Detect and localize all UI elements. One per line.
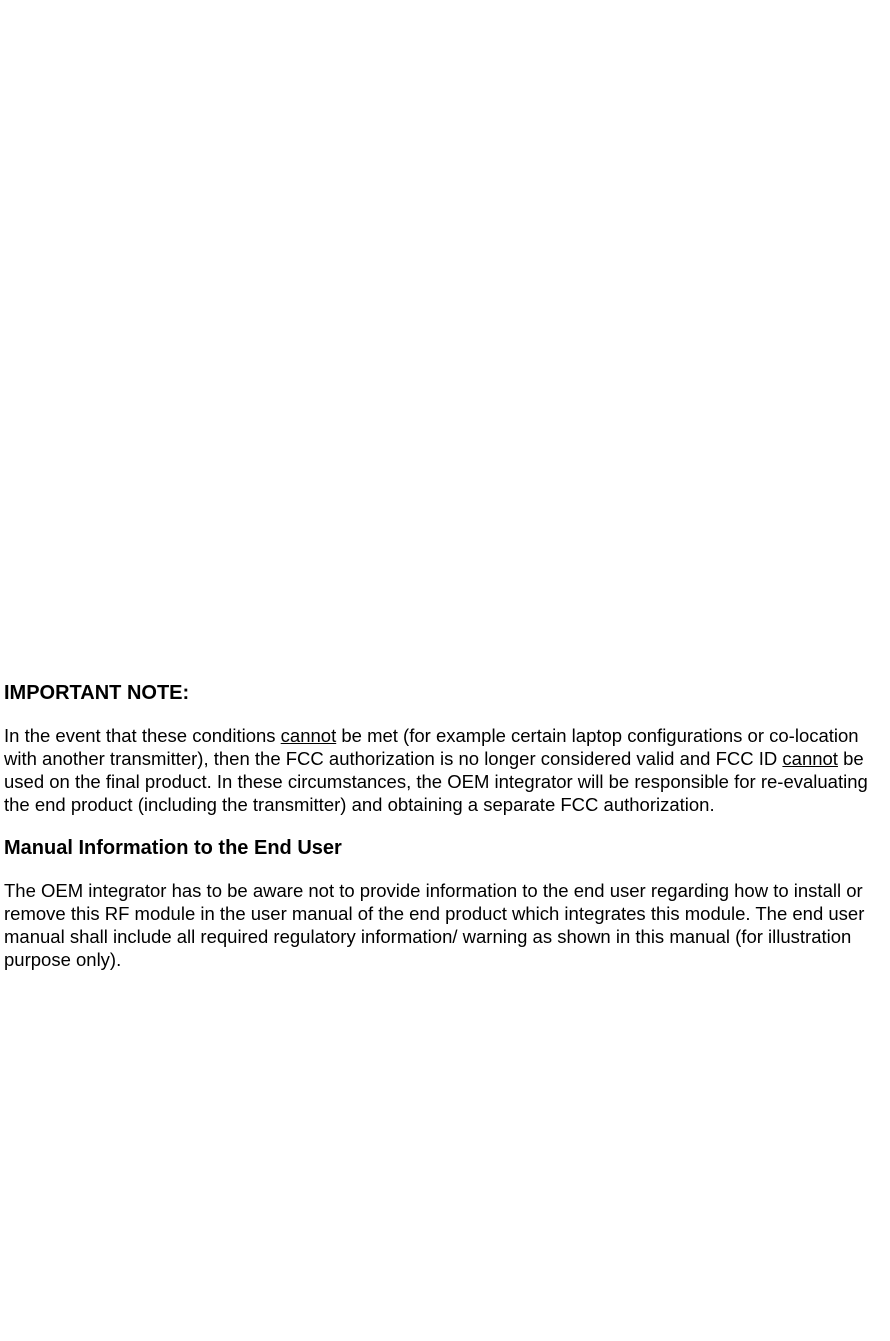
paragraph-1-underline-1: cannot [281, 725, 337, 746]
important-note-heading: IMPORTANT NOTE: [4, 680, 886, 706]
document-page: IMPORTANT NOTE: In the event that these … [0, 0, 890, 1341]
paragraph-1: In the event that these conditions canno… [4, 724, 886, 817]
manual-info-heading: Manual Information to the End User [4, 835, 886, 861]
paragraph-1-underline-2: cannot [782, 748, 838, 769]
document-content: IMPORTANT NOTE: In the event that these … [4, 680, 886, 989]
paragraph-2: The OEM integrator has to be aware not t… [4, 879, 886, 972]
paragraph-1-text-pre: In the event that these conditions [4, 725, 281, 746]
